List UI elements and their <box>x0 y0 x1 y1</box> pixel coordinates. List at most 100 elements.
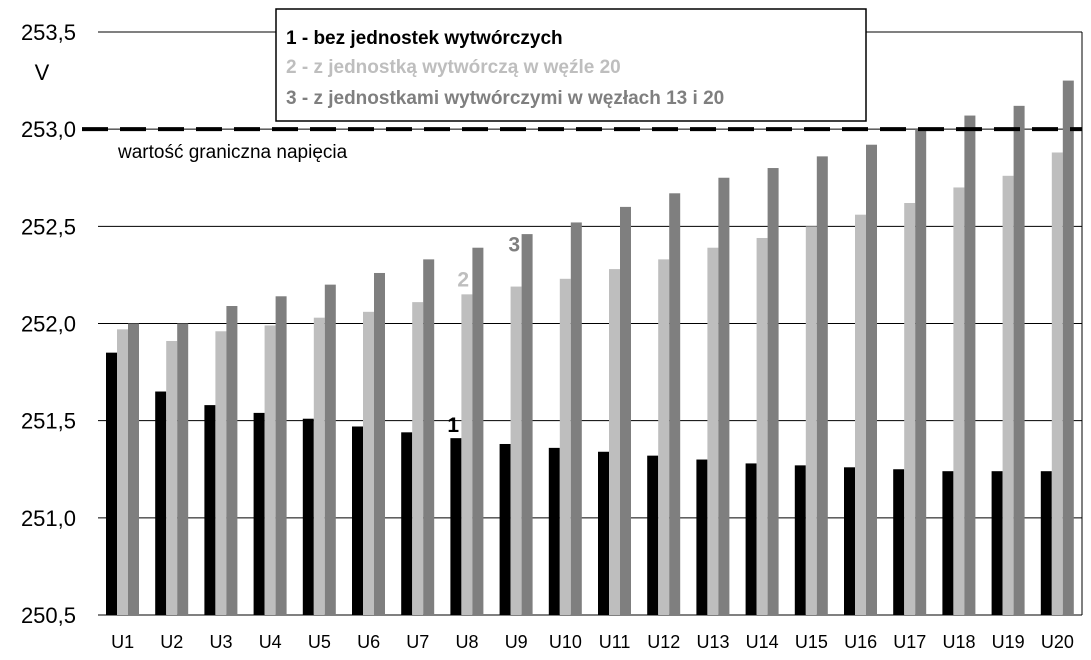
bar-series-2 <box>805 226 817 616</box>
bar-series-1 <box>794 465 806 615</box>
x-tick-label: U3 <box>209 632 232 652</box>
series-labels: 1 2 3 <box>447 234 520 437</box>
bar-series-1 <box>352 426 363 615</box>
bar-series-1 <box>253 412 265 615</box>
bar-series-2 <box>953 187 965 615</box>
bar-series-3 <box>866 144 877 616</box>
x-tick-label: U18 <box>942 632 975 652</box>
bar-series-2 <box>707 247 719 615</box>
bar-series-2 <box>117 329 128 615</box>
bar-series-2 <box>313 317 325 615</box>
x-tick-label: U4 <box>259 632 282 652</box>
bar-series-3 <box>1062 80 1074 616</box>
bar-series-3 <box>226 306 238 615</box>
bar-series-3 <box>275 296 287 615</box>
bar-series-1 <box>647 455 659 615</box>
y-tick-label: 253,0 <box>21 117 76 142</box>
bar-series-1 <box>450 438 462 615</box>
x-tick-label: U9 <box>505 632 528 652</box>
x-tick-labels: U1 U2 U3 U4 U5 U6 U7 U8 U9 U10 U11 U12 U13 U14 U15 U16 U… <box>111 632 1074 652</box>
y-tick-label: 250,5 <box>21 603 76 628</box>
x-tick-label: U19 <box>992 632 1025 652</box>
bar-series-3 <box>964 115 976 616</box>
y-tick-label: 252,0 <box>21 312 76 337</box>
bar-series-1 <box>1040 471 1052 615</box>
bar-series-1 <box>991 471 1003 615</box>
bar-series-1 <box>499 443 511 615</box>
bar-series-2 <box>559 278 571 615</box>
x-tick-label: U15 <box>795 632 828 652</box>
bar-series-1 <box>106 352 117 615</box>
series-label-1: 1 <box>447 414 459 437</box>
legend-entry-1: 1 - bez jednostek wytwórczych <box>286 28 563 49</box>
bar-series-3 <box>915 129 927 615</box>
bar-series-3 <box>718 177 730 615</box>
x-tick-label: U17 <box>893 632 926 652</box>
x-tick-label: U1 <box>111 632 134 652</box>
y-tick-label: 253,5 <box>21 20 76 45</box>
bars <box>106 80 1074 616</box>
x-tick-label: U13 <box>696 632 729 652</box>
bar-series-3 <box>1013 105 1025 615</box>
bar-series-2 <box>1051 152 1063 615</box>
bar-series-2 <box>609 269 620 615</box>
x-tick-label: U10 <box>549 632 582 652</box>
bar-series-2 <box>855 214 866 615</box>
bar-series-2 <box>166 340 178 615</box>
bar-series-1 <box>598 451 609 615</box>
x-tick-label: U6 <box>357 632 380 652</box>
series-label-3: 3 <box>508 234 520 257</box>
y-tick-labels: 250,5 251,0 251,5 252,0 252,5 253,0 253,5 <box>21 20 76 628</box>
bar-series-2 <box>756 237 768 615</box>
bar-series-2 <box>510 286 522 615</box>
y-tick-label: 251,5 <box>21 409 76 434</box>
y-tick-label: 251,0 <box>21 506 76 531</box>
bar-series-2 <box>904 203 916 615</box>
x-tick-label: U12 <box>647 632 680 652</box>
bar-series-3 <box>669 193 681 615</box>
bar-series-2 <box>412 302 424 615</box>
bar-series-2 <box>264 325 276 615</box>
bar-series-3 <box>423 259 435 615</box>
legend-entry-3: 3 - z jednostkami wytwórczymi w węzłach … <box>286 88 724 109</box>
x-tick-label: U8 <box>455 632 478 652</box>
bar-series-3 <box>374 272 385 615</box>
legend-box <box>275 8 867 122</box>
bar-series-1 <box>302 418 314 615</box>
bar-series-1 <box>893 469 905 615</box>
bar-series-1 <box>844 467 855 615</box>
bar-series-3 <box>521 234 533 615</box>
bar-series-3 <box>324 284 336 615</box>
x-tick-label: U7 <box>406 632 429 652</box>
bar-series-2 <box>363 311 374 615</box>
bar-series-1 <box>548 447 560 615</box>
bar-series-3 <box>816 156 828 615</box>
x-tick-label: U11 <box>599 632 631 652</box>
bar-series-1 <box>942 471 954 615</box>
bar-series-3 <box>177 323 189 615</box>
bar-series-1 <box>696 459 708 615</box>
bar-series-1 <box>155 391 167 615</box>
legend-entry-2: 2 - z jednostką wytwórczą w węźle 20 <box>286 57 621 78</box>
bar-series-2 <box>215 331 227 615</box>
bar-series-3 <box>620 206 631 615</box>
x-tick-label: U5 <box>308 632 331 652</box>
y-tick-label: 252,5 <box>21 214 76 239</box>
x-tick-label: U14 <box>746 632 779 652</box>
legend: 1 - bez jednostek wytwórczych 2 - z jedn… <box>275 8 867 122</box>
bar-series-2 <box>1002 175 1014 615</box>
x-tick-label: U20 <box>1041 632 1074 652</box>
x-tick-label: U2 <box>160 632 183 652</box>
bar-series-3 <box>128 323 139 615</box>
bar-series-2 <box>658 259 670 615</box>
x-tick-label: U16 <box>844 632 877 652</box>
threshold-label: wartość graniczna napięcia <box>117 142 348 163</box>
y-axis-unit: V <box>35 60 50 85</box>
bar-series-1 <box>745 463 757 615</box>
bar-series-2 <box>461 294 473 615</box>
bar-series-3 <box>570 222 582 616</box>
series-label-2: 2 <box>457 268 469 291</box>
bar-series-1 <box>401 432 413 615</box>
bar-series-1 <box>204 405 216 615</box>
